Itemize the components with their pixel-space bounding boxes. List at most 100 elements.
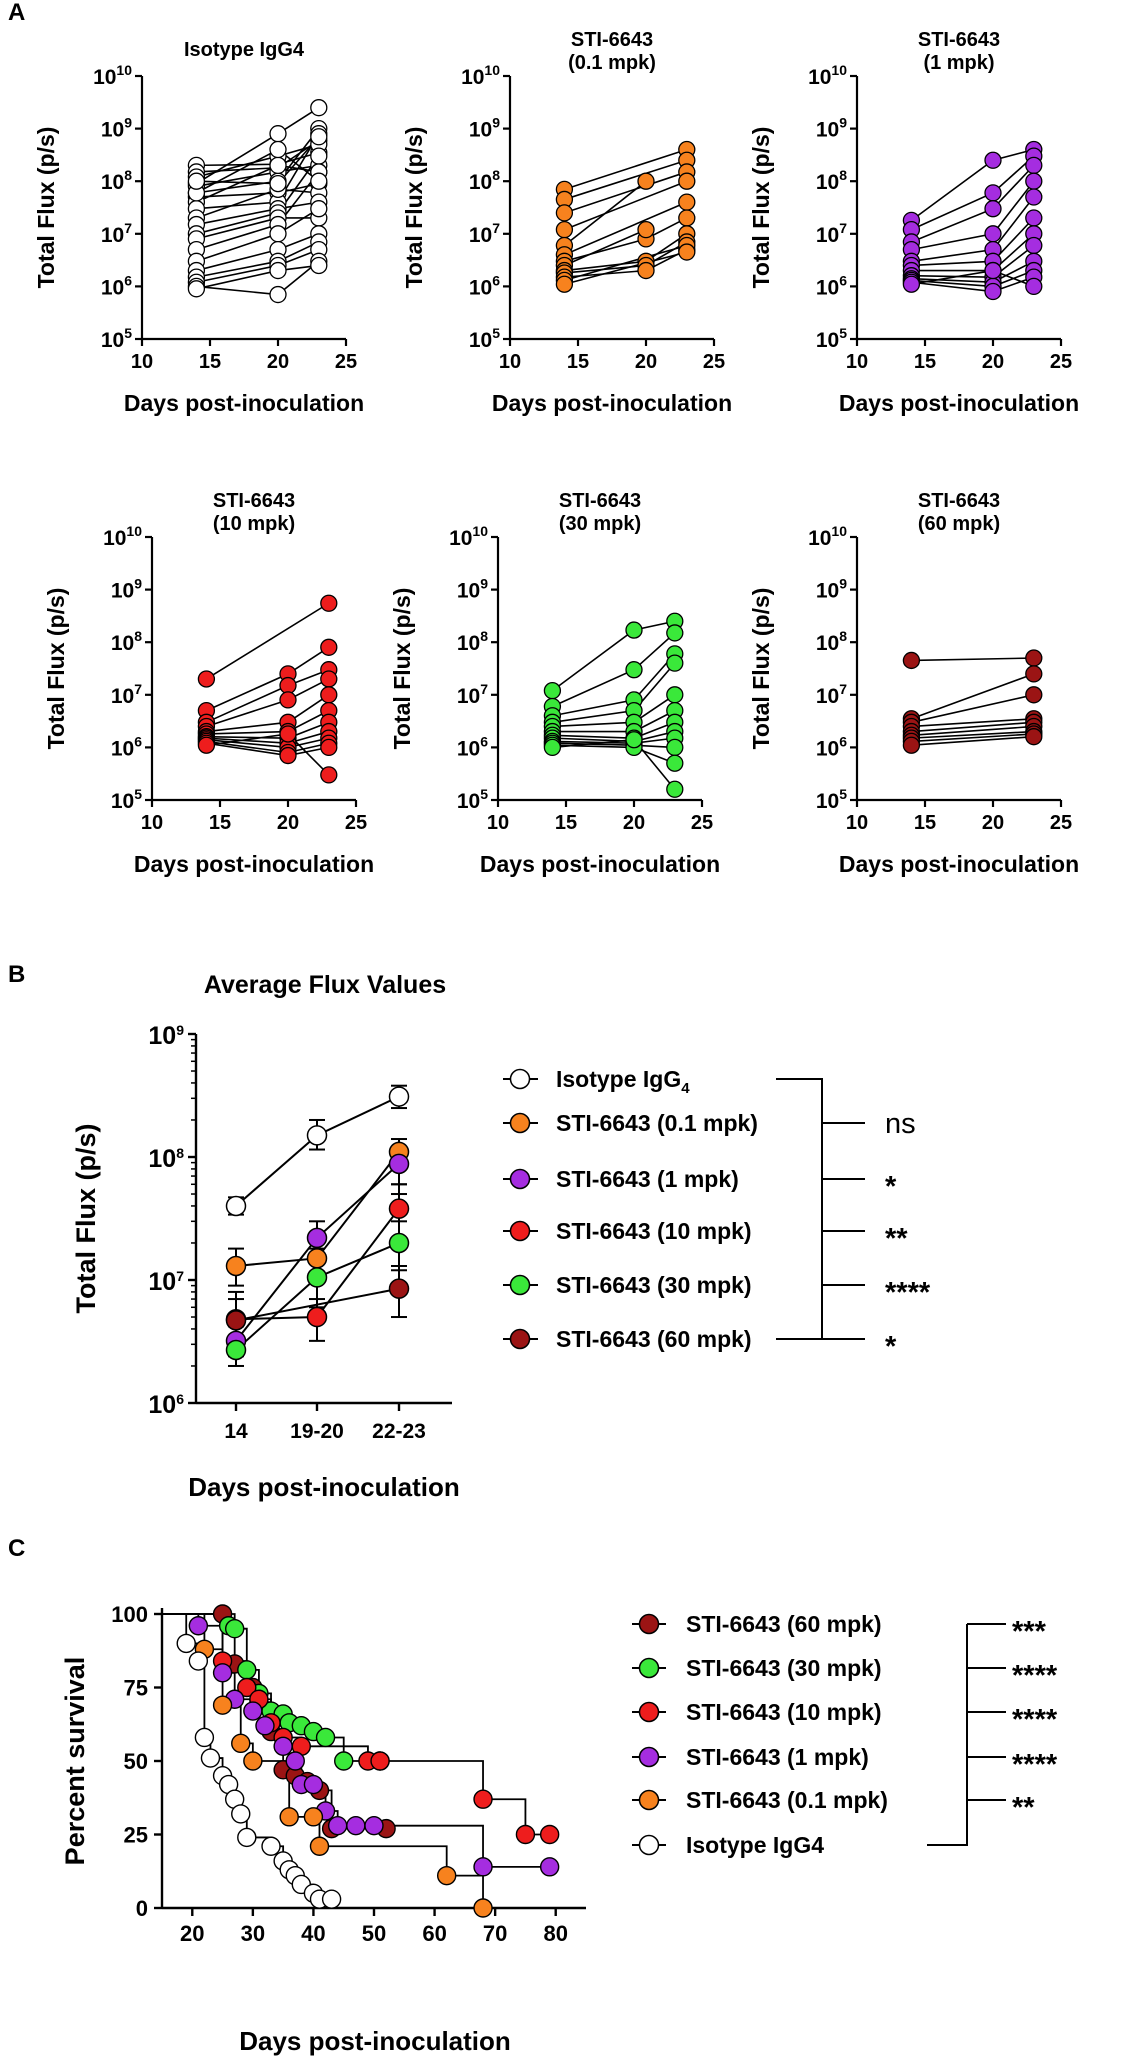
y-tick-label: 107 (101, 220, 132, 247)
censor-marker (279, 1807, 299, 1827)
censor-marker (346, 1815, 366, 1836)
y-axis-label: Total Flux (p/s) (748, 588, 774, 750)
y-tick-label: 106 (816, 733, 847, 760)
censor-marker (321, 1889, 342, 1909)
y-tick-label: 100 (111, 1602, 148, 1627)
data-point (306, 1248, 328, 1269)
x-tick-label: 80 (543, 1921, 567, 1946)
data-point (320, 738, 338, 757)
x-tick-label: 25 (335, 351, 357, 373)
x-tick-label: 25 (691, 812, 713, 834)
series-line (911, 657, 1034, 662)
data-point (306, 1267, 328, 1288)
y-tick-label: 107 (111, 681, 142, 708)
data-point (984, 184, 1002, 202)
x-tick-label: 10 (131, 351, 153, 373)
data-point (225, 1310, 247, 1331)
legend-label: STI-6643 (1 mpk) (686, 1744, 869, 1770)
y-tick-label: 105 (457, 786, 488, 813)
censor-marker (237, 1660, 257, 1680)
x-tick-label: 30 (241, 1921, 265, 1946)
legend-marker (638, 1701, 660, 1723)
significance-label: **** (1012, 1660, 1058, 1692)
y-tick-label: 108 (101, 167, 132, 194)
x-tick-label: 15 (555, 812, 577, 834)
data-point (625, 731, 643, 749)
legend-label: Isotype IgG4 (556, 1066, 690, 1097)
censor-marker (473, 1898, 493, 1918)
series-line (206, 733, 330, 776)
x-tick-label: 10 (487, 812, 509, 834)
x-tick-label: 15 (567, 351, 589, 373)
y-tick-label: 108 (148, 1145, 184, 1173)
data-point (678, 193, 696, 211)
data-point (1025, 665, 1043, 683)
censor-marker (243, 1751, 263, 1771)
data-point (320, 766, 338, 784)
series-line (564, 171, 688, 214)
x-tick-label: 25 (1050, 351, 1072, 373)
data-point (269, 225, 287, 243)
y-tick-label: 106 (469, 272, 500, 299)
censor-marker (237, 1827, 257, 1848)
y-tick-label: 50 (124, 1749, 148, 1774)
chart-title: STI-6643 (918, 490, 1000, 512)
x-tick-label: 25 (703, 351, 725, 373)
x-tick-label: 40 (301, 1921, 325, 1946)
data-point (187, 172, 206, 190)
censor-marker (327, 1815, 348, 1836)
y-tick-label: 109 (111, 576, 142, 603)
x-tick-label: 20 (982, 351, 1004, 373)
censor-marker (303, 1807, 324, 1827)
censor-marker (473, 1789, 493, 1809)
data-point (269, 125, 287, 143)
legend-marker (638, 1789, 660, 1811)
y-tick-label: 105 (101, 325, 132, 352)
y-tick-label: 105 (816, 325, 847, 352)
legend-label: STI-6643 (30 mpk) (556, 1272, 752, 1298)
y-tick-label: 1010 (461, 62, 500, 89)
x-tick-label: 25 (1050, 812, 1072, 834)
significance-label: ns (885, 1108, 916, 1140)
data-point (269, 174, 287, 193)
series-line (911, 733, 1034, 743)
data-point (1025, 649, 1043, 667)
significance-label: **** (885, 1277, 931, 1309)
data-point (306, 1306, 328, 1328)
data-point (1025, 172, 1043, 190)
data-point (984, 282, 1002, 301)
legend-marker (509, 1112, 531, 1134)
y-tick-label: 106 (816, 272, 847, 299)
y-tick-label: 105 (816, 786, 847, 813)
y-axis-label: Total Flux (p/s) (748, 127, 774, 289)
y-tick-label: 1010 (93, 62, 132, 89)
x-tick-label: 15 (199, 351, 221, 373)
x-tick-label: 15 (914, 351, 936, 373)
data-point (902, 736, 921, 754)
series-line (195, 106, 320, 185)
y-tick-label: 108 (457, 628, 488, 655)
legend-label: STI-6643 (1 mpk) (556, 1166, 739, 1192)
censor-marker (436, 1865, 457, 1886)
data-point (902, 651, 921, 670)
censor-marker (243, 1701, 263, 1721)
series-line (911, 735, 1034, 747)
legend-marker (638, 1657, 660, 1679)
y-axis-label: Total Flux (p/s) (389, 588, 415, 750)
significance-bracket (927, 1624, 968, 1846)
censor-marker (212, 1663, 233, 1683)
y-tick-label: 106 (111, 733, 142, 760)
chart-title: STI-6643 (571, 29, 653, 51)
legend-marker (638, 1746, 660, 1768)
series-line (563, 180, 647, 247)
censor-marker (188, 1616, 209, 1636)
survival-chart: 0 25 50 75 100 20 30 40 50 60 70 80 Days post-inocul… (60, 1602, 586, 2056)
x-tick-label: 19-20 (290, 1420, 344, 1443)
data-point (388, 1232, 410, 1254)
x-tick-label: 60 (422, 1921, 446, 1946)
series-line (196, 201, 319, 226)
significance-label: ** (1012, 1792, 1035, 1824)
data-point (269, 156, 287, 175)
